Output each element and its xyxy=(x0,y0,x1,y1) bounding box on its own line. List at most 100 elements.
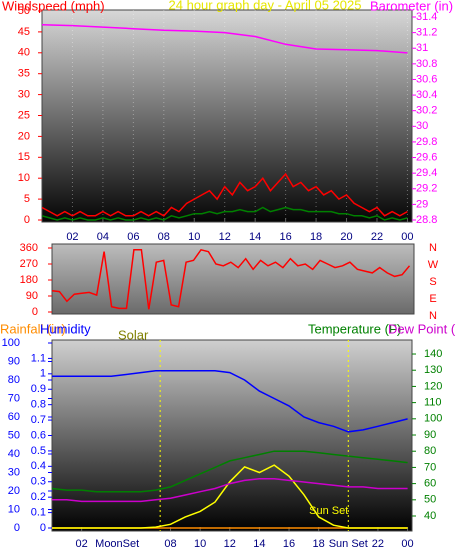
y2-tick-label: 1 xyxy=(40,368,46,380)
chart-title: 24 hour graph day - April 05 2025 xyxy=(169,0,362,12)
y2-tick-label: 30.2 xyxy=(416,105,437,117)
x-tick-label: 10 xyxy=(194,538,206,547)
y3-tick-label: 40 xyxy=(424,510,436,522)
x-tick-label: 00 xyxy=(401,538,413,547)
y2-tick-label: 29.6 xyxy=(416,151,437,163)
y3-tick-label: 70 xyxy=(424,461,436,473)
x-tick-label: 10 xyxy=(188,231,200,243)
y-tick-label: 30 xyxy=(8,466,20,478)
x-tick-label: 14 xyxy=(249,231,261,243)
y2-tick-label: 1.1 xyxy=(31,352,46,364)
y3-tick-label: 140 xyxy=(424,348,442,360)
x-tick-label: 22 xyxy=(371,231,383,243)
y-tick-label: 10 xyxy=(18,172,30,184)
y-tick-label: 5 xyxy=(24,193,30,205)
series-line xyxy=(52,450,408,493)
y-tick-label: 70 xyxy=(8,392,20,404)
y-tick-label: 90 xyxy=(8,355,20,367)
y2-tick-label: 29 xyxy=(416,198,428,210)
y2-tick-label: 30.4 xyxy=(416,89,437,101)
plot-layer xyxy=(42,24,408,221)
y2-tick-label: 28.8 xyxy=(416,214,437,226)
y2-tick-label: 0.8 xyxy=(31,399,46,411)
y-tick-label: 0 xyxy=(32,306,38,318)
x-tick-label: 12 xyxy=(219,231,231,243)
y-tick-label: 20 xyxy=(8,485,20,497)
y-tick-label: 50 xyxy=(18,5,30,17)
annotation: Sun Set xyxy=(309,505,348,517)
series-line xyxy=(42,172,408,217)
y3-tick-label: 90 xyxy=(424,429,436,441)
y2-tick-label: 31.4 xyxy=(416,11,437,23)
y-tick-label: 0 xyxy=(14,522,20,534)
x-tick-label: 20 xyxy=(340,231,352,243)
direction-label: S xyxy=(429,276,436,288)
y-tick-label: 80 xyxy=(8,374,20,386)
y2-tick-label: 0 xyxy=(40,522,46,534)
plot-area xyxy=(51,339,413,532)
plot-layer xyxy=(52,340,408,531)
y3-tick-label: 50 xyxy=(424,494,436,506)
y2-tick-label: 0.5 xyxy=(31,445,46,457)
y-tick-label: 0 xyxy=(24,214,30,226)
x-tick-label: 16 xyxy=(279,231,291,243)
y-tick-label: 50 xyxy=(8,429,20,441)
series-line xyxy=(52,478,408,503)
y2-tick-label: 0.3 xyxy=(31,476,46,488)
y3-tick-label: 120 xyxy=(424,380,442,392)
plot-area xyxy=(51,243,415,315)
y-tick-label: 15 xyxy=(18,151,30,163)
y-tick-label: 90 xyxy=(26,290,38,302)
y2-tick-label: 0.9 xyxy=(31,383,46,395)
x-tick-label: 02 xyxy=(76,538,88,547)
legend-entry: Rainfall (in) xyxy=(0,321,66,336)
series-line xyxy=(52,248,411,310)
x-tick-label: 08 xyxy=(158,231,170,243)
x-tick-label: 22 xyxy=(372,538,384,547)
y2-tick-label: 0.4 xyxy=(31,460,46,472)
y-tick-label: 60 xyxy=(8,411,20,423)
x-tick-label: 18 xyxy=(310,231,322,243)
y2-tick-label: 31.2 xyxy=(416,27,437,39)
y-tick-label: 25 xyxy=(18,109,30,121)
y-tick-label: 180 xyxy=(20,274,38,286)
y-tick-label: 40 xyxy=(18,47,30,59)
series-line xyxy=(42,24,408,54)
y3-tick-label: 60 xyxy=(424,478,436,490)
y3-tick-label: 130 xyxy=(424,364,442,376)
y2-tick-label: 0.7 xyxy=(31,414,46,426)
y-tick-label: 270 xyxy=(20,258,38,270)
y-axis-label: Windspeed (mph) xyxy=(2,0,105,13)
x-tick-label: 18 xyxy=(313,538,325,547)
x-tick-label: 14 xyxy=(253,538,265,547)
y3-tick-label: 80 xyxy=(424,445,436,457)
direction-label: N xyxy=(429,242,437,254)
y-tick-label: 20 xyxy=(18,130,30,142)
y2-tick-label: 30.8 xyxy=(416,58,437,70)
y-tick-label: 360 xyxy=(20,242,38,254)
series-line xyxy=(52,464,408,529)
direction-label: W xyxy=(428,259,439,271)
legend-entry: Solar xyxy=(118,327,149,342)
plot-area xyxy=(41,9,413,223)
y-tick-label: 40 xyxy=(8,448,20,460)
x-tick-label: 08 xyxy=(164,538,176,547)
y2-tick-label: 0.6 xyxy=(31,429,46,441)
y3-tick-label: 100 xyxy=(424,413,442,425)
y2-tick-label: 29.4 xyxy=(416,167,437,179)
series-line xyxy=(42,206,408,221)
legend-entry: Barometer (in) xyxy=(370,0,453,13)
y2-tick-label: 29.2 xyxy=(416,183,437,195)
series-line xyxy=(52,370,408,433)
direction-label: N xyxy=(429,310,437,322)
y3-tick-label: 110 xyxy=(424,397,442,409)
x-tick-label: 06 xyxy=(127,231,139,243)
y-tick-label: 30 xyxy=(18,89,30,101)
x-tick-label: 02 xyxy=(66,231,78,243)
x-tick-label: 12 xyxy=(224,538,236,547)
plot-layer xyxy=(52,248,411,310)
legend-entry: Dew Point (F) xyxy=(388,321,456,336)
y-tick-label: 10 xyxy=(8,503,20,515)
